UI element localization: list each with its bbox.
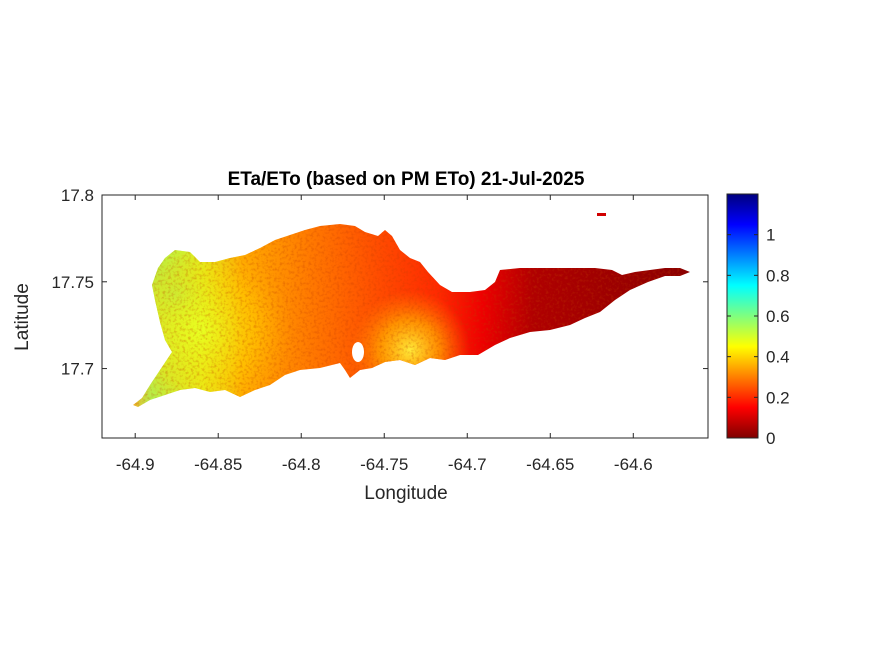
colorbar-tick-label: 0 [766,429,775,448]
y-tick-label: 17.75 [51,273,94,292]
y-tick-label: 17.8 [61,186,94,205]
y-axis: 17.7 17.75 17.8 [51,186,708,379]
chart-title: ETa/ETo (based on PM ETo) 21-Jul-2025 [228,169,585,190]
colorbar-tick-label: 0.6 [766,307,790,326]
x-axis-label: Longitude [364,483,447,504]
y-tick-label: 17.7 [61,360,94,379]
colorbar-tick-label: 0.2 [766,388,790,407]
colorbar-ticks: 0 0.2 0.4 0.6 0.8 1 [727,226,790,448]
x-tick-label: -64.75 [360,455,408,474]
island-hole [352,342,364,362]
x-tick-label: -64.7 [448,455,487,474]
colorbar [726,193,759,439]
x-tick-label: -64.65 [526,455,574,474]
x-axis: -64.9 -64.85 -64.8 -64.75 -64.7 -64.65 -64.6 [116,195,653,474]
x-tick-label: -64.9 [116,455,155,474]
colorbar-tick-label: 1 [766,226,775,245]
colorbar-tick-label: 0.4 [766,348,790,367]
y-axis-label: Latitude [12,283,33,351]
colorbar-tick-label: 0.8 [766,266,790,285]
islet [597,213,606,216]
x-tick-label: -64.6 [614,455,653,474]
x-tick-label: -64.8 [282,455,321,474]
x-tick-label: -64.85 [194,455,242,474]
